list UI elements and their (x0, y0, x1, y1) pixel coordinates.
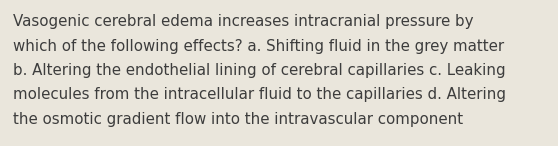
Text: Vasogenic cerebral edema increases intracranial pressure by: Vasogenic cerebral edema increases intra… (13, 14, 474, 29)
Text: which of the following effects? a. Shifting fluid in the grey matter: which of the following effects? a. Shift… (13, 39, 504, 53)
Text: molecules from the intracellular fluid to the capillaries d. Altering: molecules from the intracellular fluid t… (13, 87, 506, 102)
Text: b. Altering the endothelial lining of cerebral capillaries c. Leaking: b. Altering the endothelial lining of ce… (13, 63, 506, 78)
Text: the osmotic gradient flow into the intravascular component: the osmotic gradient flow into the intra… (13, 112, 463, 127)
